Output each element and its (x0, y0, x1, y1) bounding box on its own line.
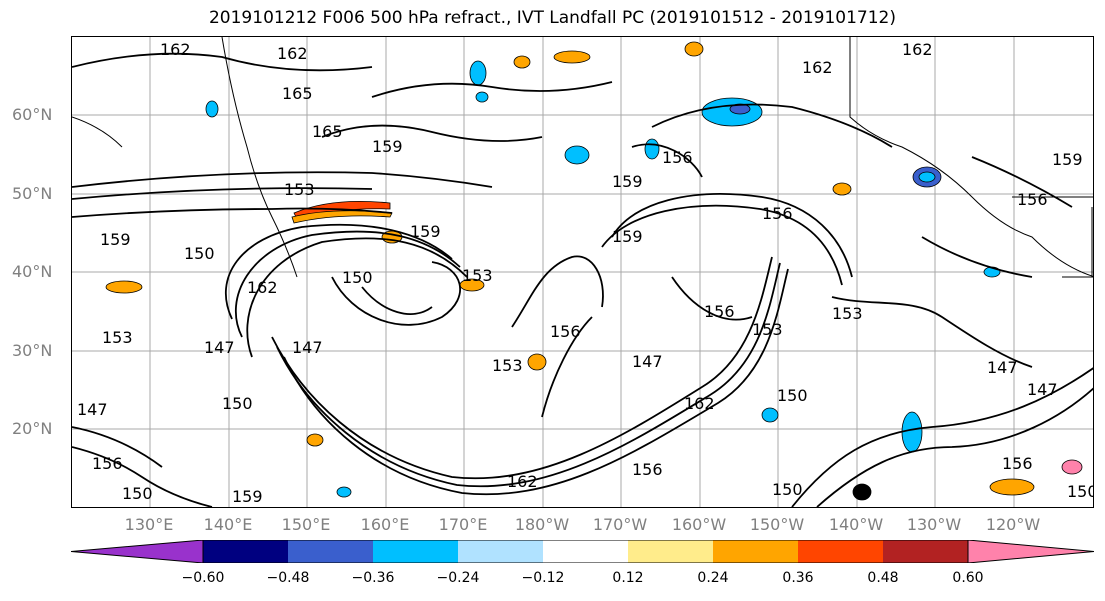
contour-label: 156 (632, 460, 663, 479)
colorbar-tick: 0.60 (952, 570, 984, 586)
contour-label: 159 (372, 137, 403, 156)
contour-label: 162 (802, 58, 833, 77)
contour-label: 165 (312, 122, 343, 141)
lat-label-60n: 60°N (12, 105, 53, 124)
lon-label-130e: 130°E (124, 515, 174, 534)
contour-label: 150 (772, 480, 803, 499)
contour-label: 162 (277, 44, 308, 63)
lat-label-20n: 20°N (12, 419, 53, 438)
contour-label: 147 (204, 338, 235, 357)
colorbar (71, 540, 1094, 563)
contour-label: 147 (987, 358, 1018, 377)
contour-label: 150 (122, 484, 153, 503)
contour-label: 150 (184, 244, 215, 263)
contour-label: 156 (92, 454, 123, 473)
lon-label-170w: 170°W (592, 515, 648, 534)
contour-label: 150 (777, 386, 808, 405)
contour-label-group: 162 162 165 165 159 153 159 150 153 162 … (77, 40, 1094, 506)
contour-label: 147 (292, 338, 323, 357)
contour-label: 159 (612, 172, 643, 191)
colorbar-extend-high (967, 540, 1094, 563)
contour-label: 165 (282, 84, 313, 103)
colorbar-segment (628, 540, 713, 563)
graticule (72, 37, 1093, 507)
contour-label: 156 (662, 148, 693, 167)
contour-label: 153 (102, 328, 133, 347)
lat-label-50n: 50°N (12, 184, 53, 203)
contour-label: 153 (284, 180, 315, 199)
contour-label: 162 (160, 40, 191, 59)
colorbar-tick: 0.24 (697, 570, 729, 586)
lat-label-30n: 30°N (12, 341, 53, 360)
colorbar-tick: 0.36 (782, 570, 814, 586)
colorbar-segment (373, 540, 458, 563)
colorbar-extend-low (71, 540, 204, 563)
contour-label: 156 (704, 302, 735, 321)
contour-label: 162 (684, 394, 715, 413)
lon-label-150e: 150°E (281, 515, 331, 534)
lon-label-160w: 160°W (671, 515, 727, 534)
colorbar-segment (288, 540, 373, 563)
contour-label: 162 (507, 472, 538, 491)
contour-label: 147 (77, 400, 108, 419)
contour-label: 159 (1052, 150, 1083, 169)
contour-label: 159 (612, 227, 643, 246)
contour-label: 162 (247, 278, 278, 297)
lon-label-180w: 180°W (514, 515, 570, 534)
colorbar-tick: 0.12 (612, 570, 644, 586)
lon-label-170e: 170°E (438, 515, 488, 534)
colorbar-tick: −0.60 (181, 570, 225, 586)
contour-label: 150 (342, 268, 373, 287)
colorbar-segment (713, 540, 798, 563)
contour-label: 162 (902, 40, 933, 59)
colorbar-tick: 0.48 (867, 570, 899, 586)
lon-label-130w: 130°W (906, 515, 962, 534)
contour-label: 156 (550, 322, 581, 341)
contour-label: 150 (1067, 482, 1094, 501)
contour-label: 156 (1017, 190, 1048, 209)
contour-label: 147 (1027, 380, 1058, 399)
colorbar-segment (543, 540, 628, 563)
contour-label: 153 (752, 320, 783, 339)
lon-label-160e: 160°E (360, 515, 410, 534)
contour-label: 159 (410, 222, 441, 241)
lon-label-150w: 150°W (749, 515, 805, 534)
map-title: 2019101212 F006 500 hPa refract., IVT La… (208, 8, 896, 28)
contour-label: 156 (1002, 454, 1033, 473)
refractivity-contours (72, 52, 1093, 507)
colorbar-tick: −0.48 (266, 570, 310, 586)
colorbar-tick: −0.36 (351, 570, 395, 586)
colorbar-tick: −0.12 (521, 570, 565, 586)
colorbar-segment (798, 540, 883, 563)
contour-label: 153 (462, 266, 493, 285)
colorbar-outline (202, 540, 969, 563)
colorbar-segment (458, 540, 543, 563)
colorbar-segment (883, 540, 968, 563)
lat-label-40n: 40°N (12, 262, 53, 281)
colorbar-tick: −0.24 (436, 570, 480, 586)
contour-label: 156 (762, 204, 793, 223)
contour-label: 147 (632, 352, 663, 371)
contour-label: 159 (100, 230, 131, 249)
map-canvas: 162 162 165 165 159 153 159 150 153 162 … (72, 37, 1094, 507)
map-panel: 162 162 165 165 159 153 159 150 153 162 … (71, 36, 1094, 508)
contour-label: 159 (232, 487, 263, 506)
coastlines (72, 37, 1093, 278)
shaded-patches (105, 41, 1083, 501)
lon-label-120w: 120°W (985, 515, 1041, 534)
lon-label-140w: 140°W (828, 515, 884, 534)
contour-label: 150 (222, 394, 253, 413)
contour-label: 153 (832, 304, 863, 323)
lon-label-140e: 140°E (203, 515, 253, 534)
contour-label: 153 (492, 356, 523, 375)
colorbar-segment (203, 540, 288, 563)
